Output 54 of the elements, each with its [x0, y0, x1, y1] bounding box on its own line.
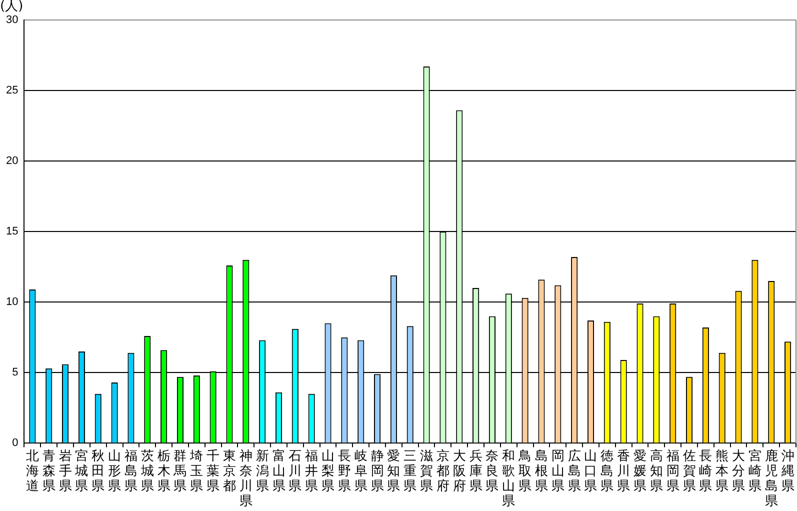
x-tick-label: 千葉県 [206, 449, 220, 494]
x-tick-label: 和歌山県 [502, 449, 516, 509]
x-tick-label: 石川県 [288, 449, 302, 494]
x-tick-label: 福井県 [305, 449, 318, 494]
x-tick-label: 福岡県 [666, 449, 680, 494]
x-tick-label: 山梨県 [322, 449, 335, 494]
x-tick-label: 鳥取県 [518, 449, 532, 494]
x-tick-label: 茨城県 [140, 449, 154, 494]
x-tick-label: 広島県 [568, 448, 581, 494]
y-tick-label: 20 [6, 155, 18, 168]
x-tick-label: 岡山県 [551, 449, 564, 494]
x-tick-label: 青森県 [42, 449, 56, 494]
x-tick-label: 徳島県 [600, 449, 614, 494]
x-tick-label: 沖縄県 [780, 449, 794, 494]
x-tick-label: 三重県 [404, 449, 417, 494]
x-tick-label: 愛知県 [387, 449, 400, 494]
x-tick-label: 静岡県 [370, 449, 384, 494]
x-tick-label: 高知県 [650, 448, 663, 494]
x-tick-label: 新潟県 [256, 449, 269, 494]
x-tick-label: 群馬県 [172, 449, 187, 494]
x-tick-label: 奈良県 [486, 449, 499, 494]
x-tick-label: 山口県 [584, 449, 598, 494]
x-tick-label: 岩手県 [58, 449, 72, 494]
x-tick-label: 東京都 [222, 449, 236, 494]
x-tick-label: 香川県 [617, 449, 630, 494]
y-tick-label: 25 [6, 84, 18, 97]
x-tick-label: 熊本県 [716, 449, 729, 494]
x-tick-label: 京都府 [436, 449, 450, 494]
x-tick-label: 秋田県 [92, 449, 105, 494]
x-tick-label: 鹿児島県 [764, 449, 778, 509]
x-tick-label: 兵庫県 [469, 449, 482, 494]
x-tick-label: 山形県 [108, 449, 122, 494]
x-tick-label: 宮城県 [74, 448, 88, 494]
x-tick-label: 福島県 [124, 449, 138, 494]
x-tick-label: 長崎県 [699, 449, 712, 494]
y-tick-label: 15 [6, 226, 18, 238]
x-tick-label: 神奈川県 [239, 449, 252, 509]
x-tick-label: 佐賀県 [682, 449, 696, 494]
x-tick-label: 大分県 [732, 449, 746, 494]
x-tick-label: 栃木県 [157, 449, 170, 494]
y-tick-label: 5 [12, 366, 18, 379]
x-tick-label: 島根県 [534, 449, 548, 494]
y-tick-label: 0 [12, 437, 18, 450]
x-tick-label: 宮崎県 [748, 448, 762, 494]
x-tick-label: 長野県 [338, 449, 351, 494]
x-tick-label: 北海道 [26, 449, 39, 494]
x-tick-label: 富山県 [272, 448, 286, 494]
x-tick-label: 埼玉県 [189, 449, 204, 494]
x-tick-label: 滋賀県 [420, 449, 434, 494]
y-tick-label: 30 [6, 14, 18, 26]
x-tick-label: 愛媛県 [634, 449, 647, 494]
x-tick-label: 大阪府 [452, 449, 466, 494]
y-tick-label: 10 [6, 296, 18, 308]
x-tick-label: 岐阜県 [354, 449, 368, 494]
